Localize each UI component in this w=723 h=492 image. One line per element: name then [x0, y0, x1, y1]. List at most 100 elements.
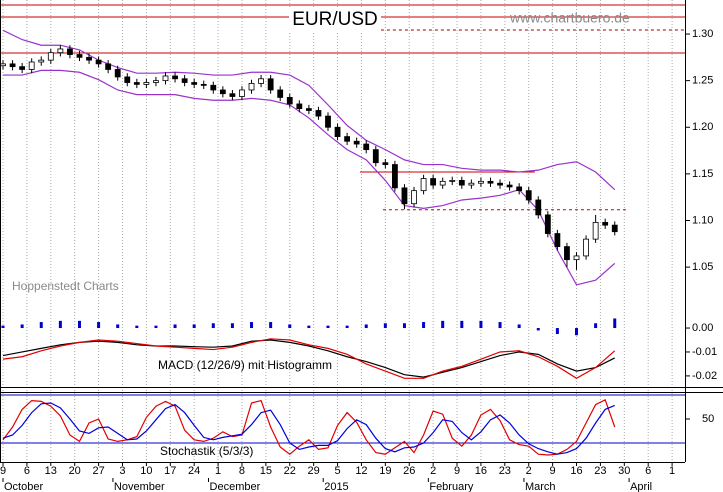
candle-body — [28, 61, 35, 70]
month-label: November — [114, 481, 165, 492]
stochastic-line — [2, 398, 616, 456]
candle-body — [334, 126, 341, 137]
x-tick-label: 16 — [475, 465, 487, 477]
y-tick-label: 1.15 — [692, 168, 713, 180]
month-label: October — [4, 481, 43, 492]
candle-body — [506, 184, 513, 188]
x-tick-label: 5 — [334, 465, 340, 477]
candle-body — [449, 180, 456, 182]
histogram-bar — [498, 322, 502, 329]
histogram-bar — [77, 320, 81, 329]
candle-body — [229, 93, 236, 97]
candle-body — [181, 78, 188, 83]
x-tick-label: 2 — [430, 465, 436, 477]
histogram-bar — [383, 323, 387, 329]
x-tick-label: 9 — [550, 465, 556, 477]
y-tick-label: 0.00 — [692, 322, 713, 334]
x-tick-label: 10 — [140, 465, 152, 477]
candle-body — [564, 246, 570, 261]
candle-body — [535, 199, 542, 216]
x-tick-label: 6 — [645, 465, 651, 477]
candle-body — [191, 82, 198, 85]
x-tick-label: 8 — [239, 465, 245, 477]
histogram-bar — [116, 324, 120, 329]
x-tick-label: 13 — [45, 465, 57, 477]
histogram-bar — [250, 322, 254, 329]
histogram-bar — [517, 324, 521, 329]
candle-body — [38, 59, 45, 63]
y-tick-label: 50 — [702, 413, 714, 425]
candle-body — [286, 97, 293, 105]
y-tick-label: -0.02 — [692, 370, 717, 382]
x-tick-label: 30 — [618, 465, 630, 477]
candle-body — [497, 182, 503, 186]
histogram-bar — [20, 324, 24, 329]
plot-area — [0, 0, 685, 466]
histogram-bar — [58, 320, 62, 329]
candle-body — [200, 83, 207, 86]
candle-body — [353, 140, 360, 145]
macd-line — [2, 338, 616, 379]
candle-body — [554, 233, 561, 248]
histogram-bar — [575, 328, 579, 336]
x-tick-label: 9 — [454, 465, 460, 477]
x-tick-label: 20 — [69, 465, 81, 477]
month-label: March — [525, 481, 556, 492]
x-tick-label: 19 — [379, 465, 391, 477]
candle-body — [305, 108, 312, 111]
candle-body — [124, 76, 131, 83]
x-tick-label: 6 — [24, 465, 30, 477]
y-tick-label: 1.05 — [692, 261, 713, 273]
candle-body — [392, 164, 398, 189]
candle-body — [525, 190, 532, 201]
histogram-bar — [479, 320, 483, 329]
stochastic-label: Stochastik (5/3/3) — [160, 444, 253, 458]
x-tick-label: 9 — [0, 465, 6, 477]
histogram-bar — [211, 323, 215, 329]
candle-body — [277, 89, 284, 98]
histogram-bar — [555, 328, 559, 335]
chart-title: EUR/USD — [292, 9, 378, 30]
month-label: April — [630, 481, 652, 492]
candle-body — [382, 162, 389, 165]
y-tick-label: 1.20 — [692, 121, 713, 133]
histogram-bar — [345, 325, 349, 329]
histogram-bar — [154, 325, 158, 329]
x-tick-label: 22 — [284, 465, 296, 477]
candle-body — [95, 59, 102, 65]
y-tick-label: 1.25 — [692, 75, 713, 87]
source: www.chartbuero.de — [509, 10, 630, 26]
candle-body — [153, 80, 159, 83]
candle-body — [468, 182, 475, 186]
x-tick-label: 16 — [570, 465, 582, 477]
candle-body — [516, 186, 523, 192]
candle-body — [411, 190, 417, 205]
histogram-bar — [307, 325, 311, 329]
candle-body — [0, 63, 6, 67]
band-line — [2, 29, 616, 191]
histogram-bar — [288, 324, 292, 329]
histogram-bar — [536, 328, 540, 331]
x-tick-label: 23 — [594, 465, 606, 477]
candle-body — [344, 136, 351, 142]
candle-body — [487, 180, 494, 184]
candle-body — [239, 89, 245, 97]
candle-body — [114, 69, 121, 78]
candle-body — [57, 48, 64, 54]
x-tick-label: 1 — [669, 465, 675, 477]
macd-line — [2, 339, 616, 378]
histogram-bar — [594, 323, 598, 329]
x-tick-label: 15 — [260, 465, 272, 477]
histogram-bar — [269, 322, 273, 329]
x-tick-label: 2 — [526, 465, 532, 477]
histogram-bar — [192, 324, 196, 329]
histogram-bar — [135, 325, 139, 329]
candle-body — [172, 75, 178, 80]
histogram-bar — [613, 318, 617, 329]
candle-body — [573, 255, 580, 261]
candle-body — [363, 143, 370, 151]
histogram-bar — [230, 323, 234, 329]
candle-body — [420, 178, 427, 192]
